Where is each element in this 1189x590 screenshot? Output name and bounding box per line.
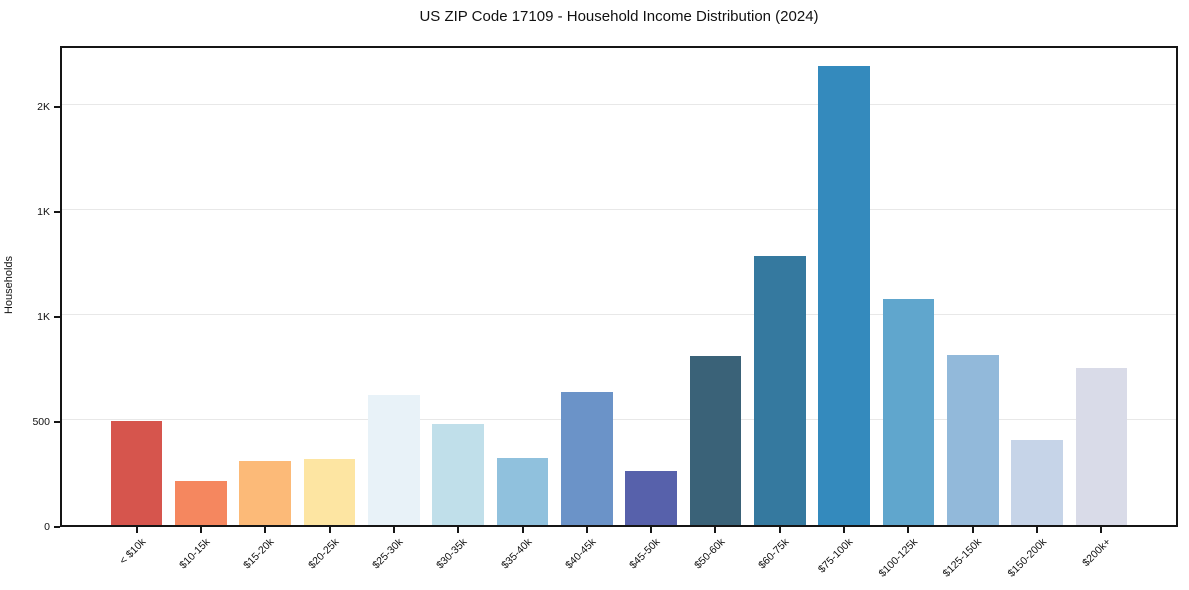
bar-50-60k: [689, 355, 742, 525]
x-tick-label: $20-25k: [305, 536, 342, 572]
bar-30-35k: [432, 423, 484, 525]
y-tick-mark: [54, 526, 60, 528]
x-tick-label: $150-200k: [1005, 536, 1049, 580]
x-tick-label: $45-50k: [627, 536, 663, 572]
x-tick-mark: [1036, 527, 1039, 533]
bar-35-40k: [496, 458, 549, 525]
x-tick-mark: [843, 527, 846, 533]
x-tick-mark: [650, 527, 653, 533]
x-tick-mark: [778, 527, 781, 533]
x-tick-mark: [714, 527, 717, 533]
x-tick-label: $200k+: [1079, 536, 1113, 570]
y-tick-mark: [54, 105, 60, 108]
x-tick-label: $125-150k: [940, 536, 985, 580]
x-tick-mark: [135, 527, 138, 533]
x-tick-label: $60-75k: [755, 536, 792, 572]
x-tick-mark: [1100, 527, 1103, 533]
x-tick-mark: [521, 527, 524, 533]
x-tick-mark: [907, 527, 910, 533]
y-tick-label: 1K: [37, 205, 50, 218]
bar-200k: [1075, 367, 1128, 525]
x-tick-label: $25-30k: [370, 536, 406, 572]
bar-75-100k: [818, 65, 870, 525]
x-tick-label: $35-40k: [498, 536, 535, 572]
gridline-2000: [62, 104, 1176, 106]
y-tick-mark: [54, 420, 60, 423]
bar-100-125k: [882, 299, 935, 525]
bar-125-150k: [947, 354, 999, 525]
chart-title: US ZIP Code 17109 - Household Income Dis…: [419, 8, 819, 25]
bar-20-25k: [303, 459, 356, 525]
y-tick-label: 500: [32, 415, 50, 428]
x-tick-label: $50-60k: [691, 536, 727, 572]
plot-area: [60, 46, 1178, 527]
x-tick-label: < $10k: [117, 536, 149, 567]
x-tick-mark: [457, 527, 460, 533]
y-tick-label: 1K: [37, 310, 50, 323]
x-tick-label: $100-125k: [876, 536, 920, 580]
y-tick-mark: [54, 210, 60, 213]
gridline-1500: [62, 209, 1176, 211]
bar-45-50k: [625, 471, 677, 525]
gridline-1000: [62, 314, 1176, 316]
x-tick-label: $40-45k: [563, 536, 599, 572]
gridline-500: [62, 419, 1176, 421]
x-tick-mark: [199, 527, 202, 533]
bar-40-45k: [561, 392, 613, 525]
x-tick-label: $10-15k: [177, 536, 213, 572]
x-tick-mark: [264, 527, 267, 533]
y-tick-mark: [54, 315, 60, 318]
x-tick-mark: [971, 527, 974, 533]
bar-10k: [110, 421, 163, 525]
x-tick-mark: [585, 527, 588, 533]
x-tick-label: $15-20k: [241, 536, 277, 572]
y-tick-label: 0: [44, 521, 50, 533]
x-tick-label: $75-100k: [816, 536, 856, 576]
bar-25-30k: [368, 394, 420, 525]
x-tick-mark: [392, 527, 395, 533]
y-tick-label: 2K: [37, 100, 50, 113]
bar-60-75k: [754, 255, 806, 525]
x-tick-label: $30-35k: [434, 536, 470, 572]
bar-15-20k: [239, 460, 291, 525]
x-tick-mark: [328, 527, 331, 533]
bar-10-15k: [175, 480, 227, 525]
bar-150-200k: [1011, 439, 1063, 525]
